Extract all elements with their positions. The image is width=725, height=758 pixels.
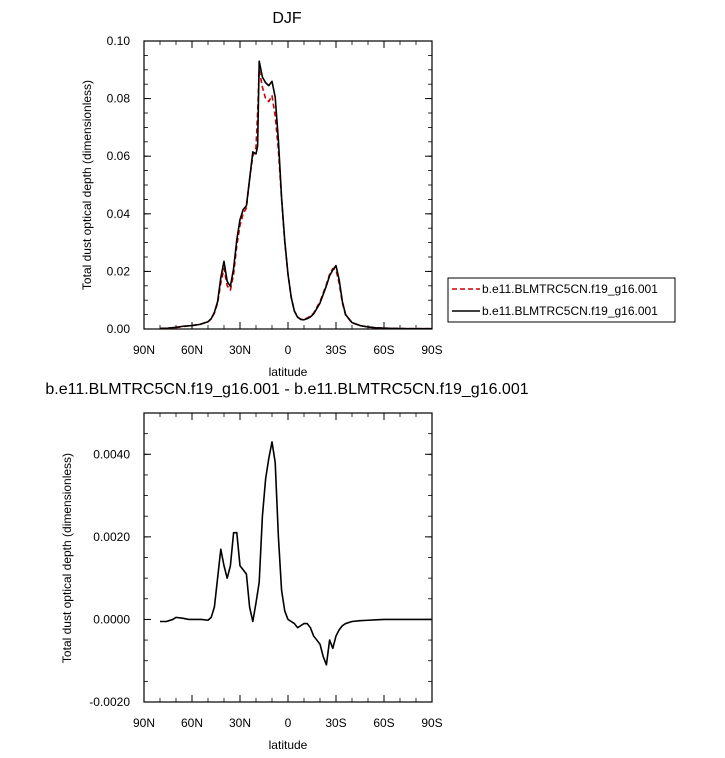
x-tick-label: 0	[285, 716, 292, 730]
chart-2-x-axis-label: latitude	[269, 738, 308, 752]
x-tick-label: 90S	[421, 343, 442, 357]
x-tick-label: 60N	[181, 343, 203, 357]
y-tick-label: 0.04	[107, 207, 131, 221]
y-tick-label: 0.00	[107, 322, 131, 336]
x-tick-label: 30S	[325, 716, 346, 730]
chart-panel-2: b.e11.BLMTRC5CN.f19_g16.001 - b.e11.BLMT…	[45, 381, 528, 752]
y-tick-label: 0.0040	[93, 447, 130, 461]
x-tick-label: 90S	[421, 716, 442, 730]
x-tick-label: 60N	[181, 716, 203, 730]
x-tick-label: 0	[285, 343, 292, 357]
chart-1-legend: b.e11.BLMTRC5CN.f19_g16.001 b.e11.BLMTRC…	[447, 277, 676, 323]
x-tick-label: 60S	[373, 716, 394, 730]
chart-2-series	[160, 441, 432, 666]
y-tick-label: 0.0000	[93, 612, 130, 626]
chart-panel-1: DJF 0.00 0.02 0.04 0.06 0.08 0.10 90N 60N 30N 0 3…	[80, 10, 676, 379]
chart-2-x-axis: 90N 60N 30N 0 30S 60S 90S	[133, 413, 443, 730]
chart-2-plot-frame	[143, 412, 433, 703]
x-tick-label: 30S	[325, 343, 346, 357]
y-tick-label: 0.10	[107, 34, 131, 48]
legend-label-series-1: b.e11.BLMTRC5CN.f19_g16.001	[482, 282, 658, 296]
y-tick-label: -0.0020	[89, 695, 130, 709]
chart-1-title: DJF	[272, 10, 302, 27]
chart-1-series-line-1	[159, 69, 432, 330]
chart-1-series	[159, 60, 432, 330]
legend-label-series-2: b.e11.BLMTRC5CN.f19_g16.001	[482, 304, 658, 318]
chart-1-y-axis: 0.00 0.02 0.04 0.06 0.08 0.10	[107, 34, 432, 336]
chart-1-plot-frame	[143, 40, 433, 330]
chart-1-x-axis: 90N 60N 30N 0 30S 60S 90S	[133, 41, 443, 357]
x-tick-label: 30N	[229, 343, 251, 357]
y-tick-label: 0.0020	[93, 530, 130, 544]
chart-2-y-axis-label: Total dust optical depth (dimensionless)	[60, 453, 74, 663]
x-tick-label: 90N	[133, 716, 155, 730]
chart-2-y-axis: -0.0020 0.0000 0.0020 0.0040	[89, 412, 432, 709]
chart-2-title: b.e11.BLMTRC5CN.f19_g16.001 - b.e11.BLMT…	[45, 381, 528, 398]
chart-1-x-axis-label: latitude	[269, 365, 308, 379]
legend-box	[447, 277, 676, 323]
chart-2-series-line-1	[160, 441, 432, 666]
y-tick-label: 0.06	[107, 149, 131, 163]
x-tick-label: 60S	[373, 343, 394, 357]
chart-1-series-line-2	[159, 60, 432, 330]
y-tick-label: 0.08	[107, 92, 131, 106]
x-tick-label: 90N	[133, 343, 155, 357]
x-tick-label: 30N	[229, 716, 251, 730]
chart-1-y-axis-label: Total dust optical depth (dimensionless)	[80, 80, 94, 290]
y-tick-label: 0.02	[107, 264, 131, 278]
